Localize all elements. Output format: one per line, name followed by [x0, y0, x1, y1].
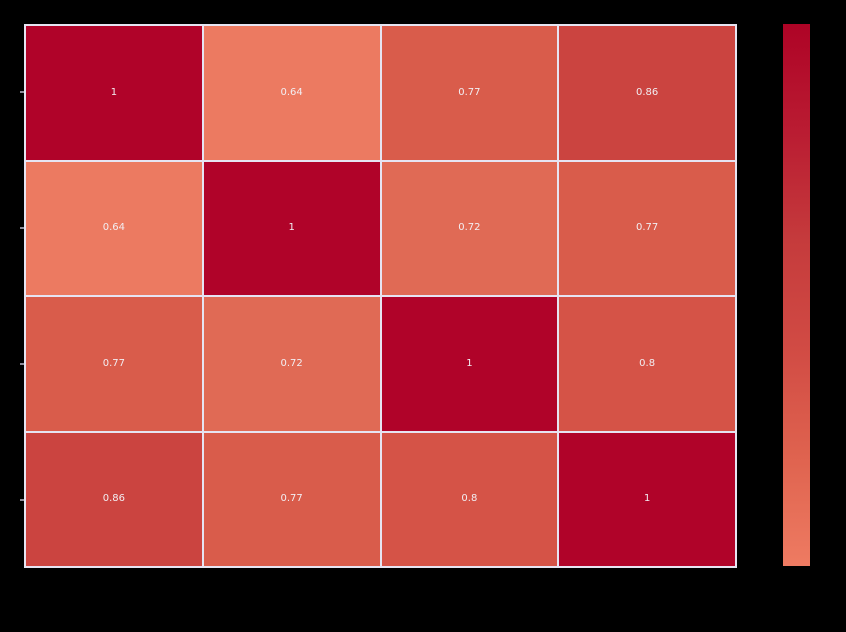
cell-value-label: 0.86	[635, 86, 659, 98]
heatmap-cell: 0.86	[559, 26, 735, 160]
heatmap-cell: 0.64	[26, 161, 202, 295]
cell-value-label: 0.77	[635, 222, 659, 234]
heatmap-cell: 0.77	[26, 297, 202, 431]
cell-value-label: 0.77	[280, 493, 303, 505]
heatmap-cell: 0.72	[381, 161, 558, 295]
heatmap-cell: 1	[26, 26, 202, 160]
colorbar	[783, 24, 810, 566]
heatmap-cell: 0.8	[381, 432, 558, 566]
cell-value-label: 1	[288, 222, 295, 234]
cell-value-label: 1	[110, 86, 118, 98]
cell-value-label: 0.72	[458, 222, 481, 234]
cell-value-label: 0.72	[280, 357, 303, 369]
heatmap-cell: 0.8	[559, 297, 735, 431]
heatmap-cell: 0.77	[559, 161, 735, 295]
cell-value-label: 0.77	[102, 357, 125, 369]
y-axis-tick-mark	[20, 227, 24, 229]
heatmap-grid: 1 0.64 0.77 0.86 0.64 1 0.72 0.77 0.77 0.72 1 0.8 0.…	[24, 24, 737, 568]
heatmap-cell: 0.72	[203, 297, 380, 431]
cell-value-label: 0.8	[639, 357, 656, 369]
heatmap-cell: 0.86	[26, 432, 202, 566]
heatmap-cell: 1	[203, 161, 380, 295]
cell-value-label: 0.64	[280, 86, 303, 98]
heatmap-cell: 1	[381, 297, 558, 431]
cell-value-label: 0.77	[458, 86, 481, 98]
y-axis-tick-mark	[20, 499, 24, 501]
cell-value-label: 0.64	[102, 222, 125, 234]
cell-value-label: 1	[466, 357, 473, 369]
heatmap-cell: 1	[559, 432, 735, 566]
heatmap-cell: 0.77	[203, 432, 380, 566]
cell-value-label: 0.86	[102, 493, 125, 505]
y-axis-tick-mark	[20, 363, 24, 365]
heatmap-cell: 0.64	[203, 26, 380, 160]
heatmap-cell: 0.77	[381, 26, 558, 160]
cell-value-label: 0.8	[461, 493, 478, 505]
y-axis-tick-mark	[20, 91, 24, 93]
cell-value-label: 1	[643, 493, 651, 505]
